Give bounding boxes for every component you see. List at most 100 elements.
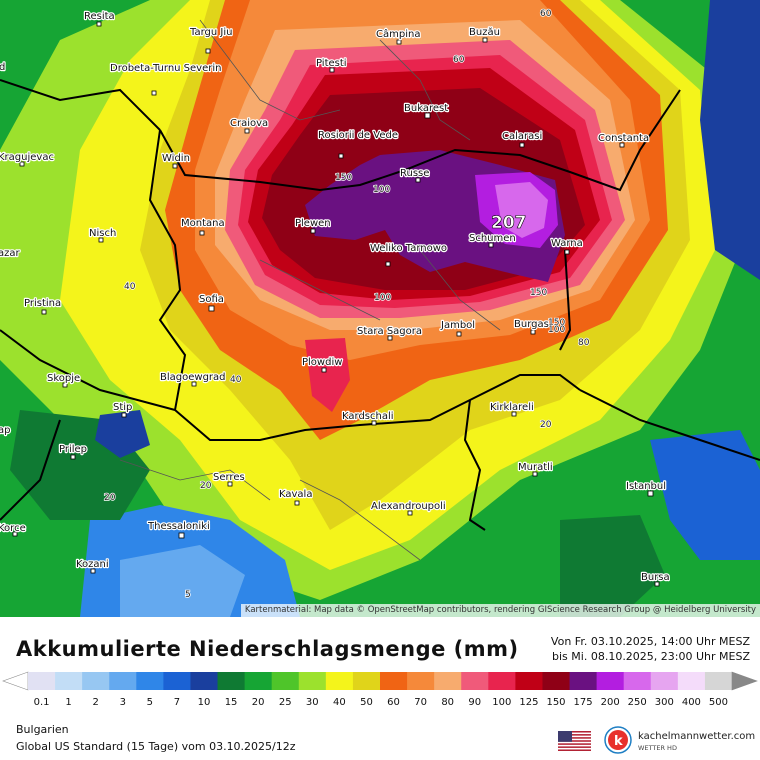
scale-tick-label: 200: [600, 697, 620, 708]
contour-label: 40: [124, 282, 136, 292]
city-stip: Stip: [112, 401, 134, 418]
svg-text:Kozani: Kozani: [76, 559, 109, 570]
svg-text:Warna: Warna: [551, 238, 583, 249]
scale-swatch: [217, 672, 246, 690]
scale-tick-label: 125: [519, 697, 539, 708]
svg-text:Plewen: Plewen: [295, 218, 331, 229]
city-istanbul: Istanbul: [625, 480, 667, 497]
scale-swatch: [677, 672, 706, 690]
contour-label: 20: [104, 493, 116, 503]
svg-text:Resita: Resita: [84, 11, 115, 22]
svg-text:Bukarest: Bukarest: [404, 103, 448, 114]
city-burgas: Burgas: [513, 318, 550, 335]
scale-arrow-right: [731, 671, 758, 691]
coast: [559, 249, 572, 351]
precipitation-map: 60 60 150 100 100 150 150 40 100 80 40 2…: [0, 0, 760, 617]
precip-plovdiv-area: [305, 338, 350, 412]
model-label: Global US Standard (15 Tage) vom 03.10.2…: [16, 740, 296, 753]
greece-border: [174, 374, 581, 441]
svg-text:Kirklareli: Kirklareli: [490, 402, 534, 413]
scale-arrow-left: [2, 671, 29, 691]
contour-label: 150: [530, 288, 547, 298]
scale-swatch: [623, 672, 652, 690]
scale-tick-label: 50: [360, 697, 373, 708]
city-pristina: Pristina: [23, 297, 62, 315]
svg-text:ap: ap: [0, 425, 10, 436]
contour-label: 5: [185, 590, 191, 600]
scale-swatch: [569, 672, 598, 690]
scale-tick-label: 500: [708, 697, 728, 708]
svg-text:Craiova: Craiova: [230, 118, 268, 129]
svg-text:Weliko Tarnowo: Weliko Tarnowo: [370, 243, 447, 254]
scale-tick-label: 7: [173, 697, 181, 708]
region-label: Bulgarien: [16, 723, 69, 736]
svg-text:k: k: [614, 734, 623, 749]
scale-tick-label: 100: [492, 697, 512, 708]
svg-text:Buzău: Buzău: [469, 27, 500, 38]
precip-thrace-area: [560, 515, 665, 617]
map-attribution: Kartenmaterial: Map data © OpenStreetMap…: [240, 604, 760, 617]
city-plowdiw: Plowdiw: [301, 356, 344, 373]
city-targu-jiu: Targu Jiu: [188, 26, 234, 54]
contour-label: 100: [374, 293, 391, 303]
city-buzau: Buzău: [468, 26, 501, 43]
svg-text:Blagoewgrad: Blagoewgrad: [160, 372, 226, 383]
svg-text:Stara Sagora: Stara Sagora: [357, 326, 422, 337]
brand-name[interactable]: kachelmannwetter.com: [638, 731, 756, 742]
city-jambol: Jambol: [439, 319, 476, 337]
period-from: Von Fr. 03.10.2025, 14:00 Uhr MESZ: [550, 635, 750, 648]
svg-text:Schumen: Schumen: [469, 233, 516, 244]
scale-swatch: [55, 672, 83, 690]
scale-tick-label: 5: [146, 697, 154, 708]
scale-swatch: [461, 672, 489, 690]
color-scale: [2, 671, 758, 691]
danube-border: [159, 89, 681, 192]
scale-tick-label: 30: [305, 697, 319, 708]
scale-tick-label: 2: [92, 697, 99, 708]
svg-text:Pitesti: Pitesti: [316, 58, 347, 69]
kachelmann-logo-icon: k: [604, 726, 632, 754]
scale-swatch: [190, 672, 219, 690]
scale-swatch: [407, 672, 435, 690]
scale-tick-label: 250: [627, 697, 647, 708]
thrace-coast: [579, 389, 760, 461]
precip-200-area: [495, 182, 548, 238]
svg-text:Russe: Russe: [400, 168, 429, 179]
city-kragujevac: Kragujevac: [0, 151, 55, 167]
city-plewen: Plewen: [294, 217, 332, 234]
city-kardschali: Kardschali: [341, 410, 395, 426]
scale-swatch: [298, 672, 327, 690]
scale-tick-label: 10: [197, 697, 211, 708]
city-muratli: Muratli: [517, 461, 554, 477]
svg-text:Widin: Widin: [162, 153, 190, 164]
svg-text:Thessaloniki: Thessaloniki: [147, 521, 210, 532]
scale-tick-label: 1: [65, 697, 72, 708]
scale-swatch: [271, 672, 300, 690]
svg-text:Skopje: Skopje: [47, 373, 80, 384]
precip-greece-lightblue-area: [120, 545, 245, 617]
svg-text:Câmpina: Câmpina: [376, 28, 420, 40]
legend-title: Akkumulierte Niederschlagsmenge (mm): [16, 637, 519, 661]
city-rosiorii: Rosiorii de Vede: [317, 129, 399, 159]
precip-blacksea-area: [700, 0, 760, 280]
city-resita: Resita: [83, 10, 116, 27]
city-thessaloniki: Thessaloniki: [146, 520, 211, 539]
city-stara-sagora: Stara Sagora: [356, 325, 423, 341]
city-alexandroupoli: Alexandroupoli: [370, 500, 447, 516]
svg-text:Burgas: Burgas: [514, 319, 549, 330]
svg-text:d: d: [0, 62, 5, 73]
svg-text:Rosiorii de Vede: Rosiorii de Vede: [318, 130, 398, 141]
city-kavala: Kavala: [278, 488, 314, 506]
svg-text:Calarasi: Calarasi: [502, 131, 542, 142]
scale-swatch: [704, 672, 733, 690]
turkey-border: [463, 399, 486, 531]
city-constanta: Constanta: [597, 132, 650, 148]
scale-swatch: [542, 672, 571, 690]
contour-label: 100: [548, 325, 565, 335]
city-kozani: Kozani: [75, 558, 110, 574]
contour-labels: 60 60 150 100 100 150 150 40 100 80 40 2…: [103, 8, 590, 601]
scale-tick-label: 15: [224, 697, 238, 708]
macedonia-border: [0, 329, 176, 411]
serbia-border: [148, 129, 187, 411]
svg-text:Istanbul: Istanbul: [626, 481, 666, 492]
